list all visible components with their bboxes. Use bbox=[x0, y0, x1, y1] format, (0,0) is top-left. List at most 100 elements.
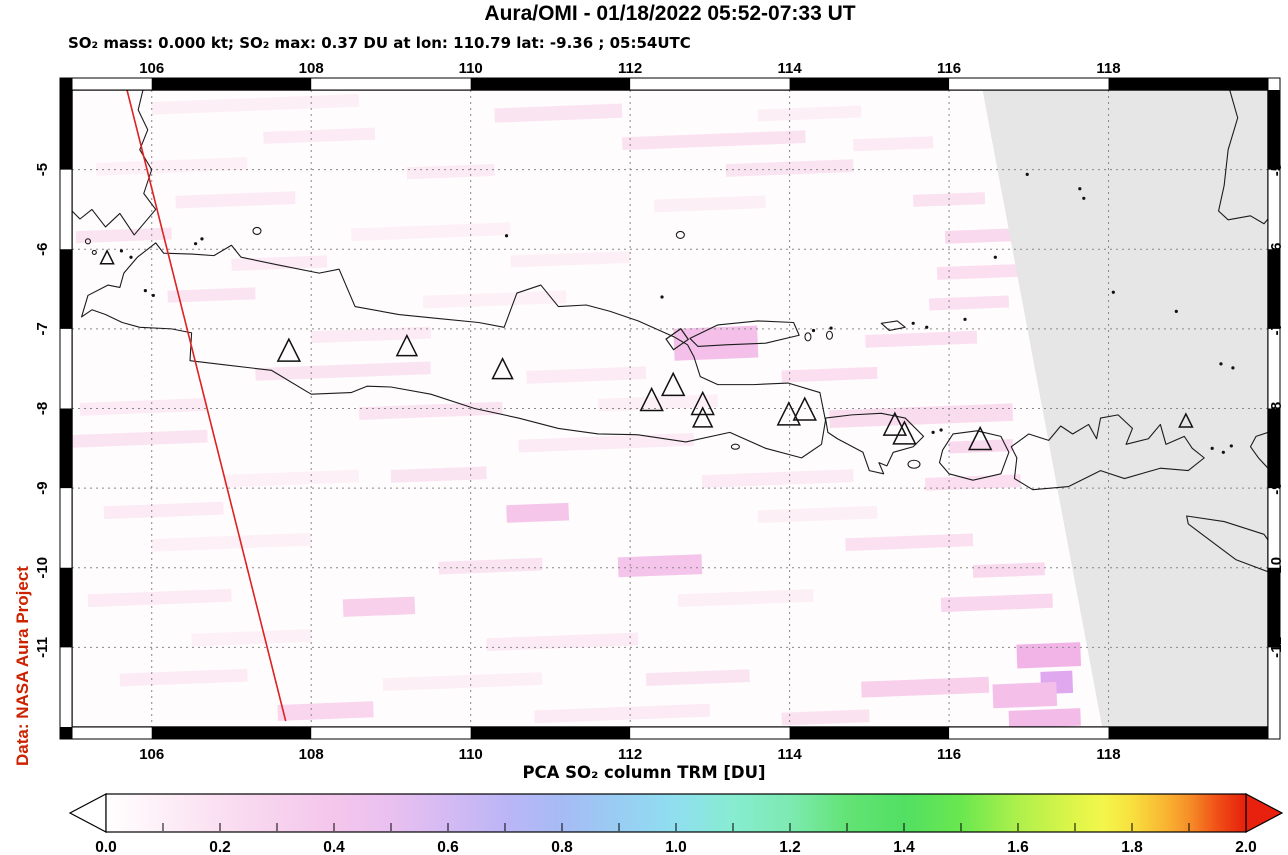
lon-tick-label-bottom: 110 bbox=[459, 746, 483, 763]
coastline-lombok bbox=[938, 430, 1010, 481]
island-outline bbox=[252, 226, 262, 235]
lat-tick-label-left: -9 bbox=[34, 481, 51, 494]
lat-tick-label-left: -11 bbox=[34, 637, 51, 658]
lon-tick-label-top: 112 bbox=[618, 60, 642, 77]
islet-dot bbox=[911, 321, 915, 325]
islet-dot bbox=[829, 326, 833, 330]
islet-dot bbox=[1174, 309, 1178, 313]
volcano-marker bbox=[691, 406, 714, 428]
islet-dot bbox=[660, 295, 664, 299]
island-outline bbox=[84, 238, 91, 245]
lon-tick-label-top: 110 bbox=[459, 60, 483, 77]
islet-dot bbox=[193, 242, 198, 246]
island-outline bbox=[825, 330, 834, 340]
lat-tick-label-right: -11 bbox=[1268, 637, 1285, 658]
islet-dot bbox=[119, 249, 124, 253]
islet-dot bbox=[129, 255, 133, 259]
colorbar-left-arrow bbox=[68, 793, 107, 833]
islet-dot bbox=[939, 428, 943, 432]
island-outline bbox=[907, 459, 921, 469]
islet-dot bbox=[925, 325, 929, 329]
volcano-marker bbox=[99, 249, 115, 265]
colorbar-tick-label: 0.0 bbox=[95, 839, 117, 855]
island-outline bbox=[730, 443, 740, 450]
lat-tick-label-right: -10 bbox=[1268, 557, 1285, 579]
lat-tick-label-right: -5 bbox=[1268, 163, 1285, 176]
island-outline bbox=[675, 230, 685, 239]
coastline-java bbox=[81, 242, 827, 459]
islet-dot bbox=[1025, 172, 1029, 177]
so2-pixel-patches bbox=[72, 93, 1082, 727]
volcano-marker bbox=[660, 371, 686, 397]
islet-dot bbox=[963, 317, 967, 321]
lon-tick-label-bottom: 106 bbox=[139, 746, 164, 763]
lon-tick-label-bottom: 116 bbox=[937, 746, 961, 763]
islet-dot bbox=[1111, 290, 1115, 294]
lat-tick-label-left: -10 bbox=[34, 557, 51, 579]
islet-dot bbox=[143, 289, 147, 293]
coastlines bbox=[72, 90, 1268, 573]
volcano-marker bbox=[882, 411, 908, 436]
colorbar-tick-label: 1.6 bbox=[1007, 839, 1029, 855]
colorbar-label: PCA SO₂ column TRM [DU] bbox=[522, 763, 766, 782]
figure-title: Aura/OMI - 01/18/2022 05:52-07:33 UT bbox=[484, 2, 856, 25]
coastline-sumatra-tip bbox=[72, 90, 157, 236]
islet-dot bbox=[1221, 450, 1225, 454]
volcano-marker bbox=[276, 337, 302, 362]
lat-tick-label-left: -7 bbox=[34, 322, 51, 335]
tick-labels: 106 106 108 108 110 110 112 112 114 114 116 116 118 1… bbox=[34, 60, 1285, 763]
lon-tick-label-bottom: 118 bbox=[1096, 746, 1120, 763]
island-outline bbox=[91, 249, 97, 255]
colorbar-tick-label: 2.0 bbox=[1235, 839, 1257, 855]
islet-dot bbox=[1231, 366, 1235, 370]
islet-dot bbox=[1229, 444, 1233, 448]
lon-tick-label-top: 116 bbox=[937, 60, 961, 77]
volcano-marker bbox=[491, 356, 514, 380]
islet-dot bbox=[1078, 187, 1082, 191]
island-outline bbox=[804, 332, 812, 342]
colorbar-tick-label: 0.4 bbox=[323, 839, 345, 855]
colorbar-right-arrow bbox=[1245, 793, 1284, 833]
islet-dot bbox=[504, 234, 509, 238]
colorbar-tick-label: 1.4 bbox=[893, 839, 915, 855]
islet-dot bbox=[993, 255, 997, 259]
coastline-kangean bbox=[880, 320, 906, 332]
islet-dot bbox=[811, 328, 816, 333]
volcano-marker bbox=[967, 425, 993, 451]
volcano-marker bbox=[1178, 412, 1194, 428]
volcano-marker bbox=[892, 420, 917, 445]
islet-dot bbox=[151, 293, 155, 298]
colorbar-tick-label: 1.0 bbox=[665, 839, 687, 855]
coastline-flores-tip bbox=[1249, 431, 1268, 469]
lat-tick-label-right: -9 bbox=[1268, 481, 1285, 494]
colorbar: 0.0 0.2 0.4 0.6 0.8 1.0 1.2 1.4 1.6 1.8 2.0 bbox=[68, 793, 1284, 855]
lat-tick-label-right: -6 bbox=[1268, 243, 1285, 256]
colorbar-tick-label: 0.8 bbox=[551, 839, 573, 855]
lon-tick-label-top: 114 bbox=[777, 60, 802, 77]
colorbar-tick-label: 0.6 bbox=[437, 839, 459, 855]
lat-tick-label-right: -7 bbox=[1268, 322, 1285, 335]
islet-dot bbox=[1082, 196, 1086, 200]
graticule bbox=[72, 90, 1268, 727]
islet-dot bbox=[200, 237, 204, 241]
lon-tick-label-top: 108 bbox=[299, 60, 324, 77]
volcano-marker bbox=[690, 390, 715, 416]
volcano-marker bbox=[792, 396, 817, 421]
coastline-sumba bbox=[1186, 515, 1268, 573]
lat-tick-label-left: -5 bbox=[34, 163, 51, 176]
lon-tick-label-top: 118 bbox=[1096, 60, 1120, 77]
islet-dot bbox=[931, 430, 935, 434]
lat-tick-label-right: -8 bbox=[1268, 402, 1285, 415]
so2-stats-subtitle: SO₂ mass: 0.000 kt; SO₂ max: 0.37 DU at … bbox=[68, 34, 691, 52]
islet-dot bbox=[1219, 362, 1223, 366]
coastline-madura bbox=[689, 320, 800, 347]
lon-tick-label-bottom: 112 bbox=[618, 746, 642, 763]
volcano-marker bbox=[776, 401, 802, 426]
coastline-sumbawa bbox=[1010, 414, 1205, 491]
no-data-region bbox=[982, 90, 1268, 727]
map-area bbox=[72, 90, 1268, 727]
lon-tick-label-bottom: 114 bbox=[777, 746, 802, 763]
volcano-markers bbox=[99, 249, 1194, 451]
